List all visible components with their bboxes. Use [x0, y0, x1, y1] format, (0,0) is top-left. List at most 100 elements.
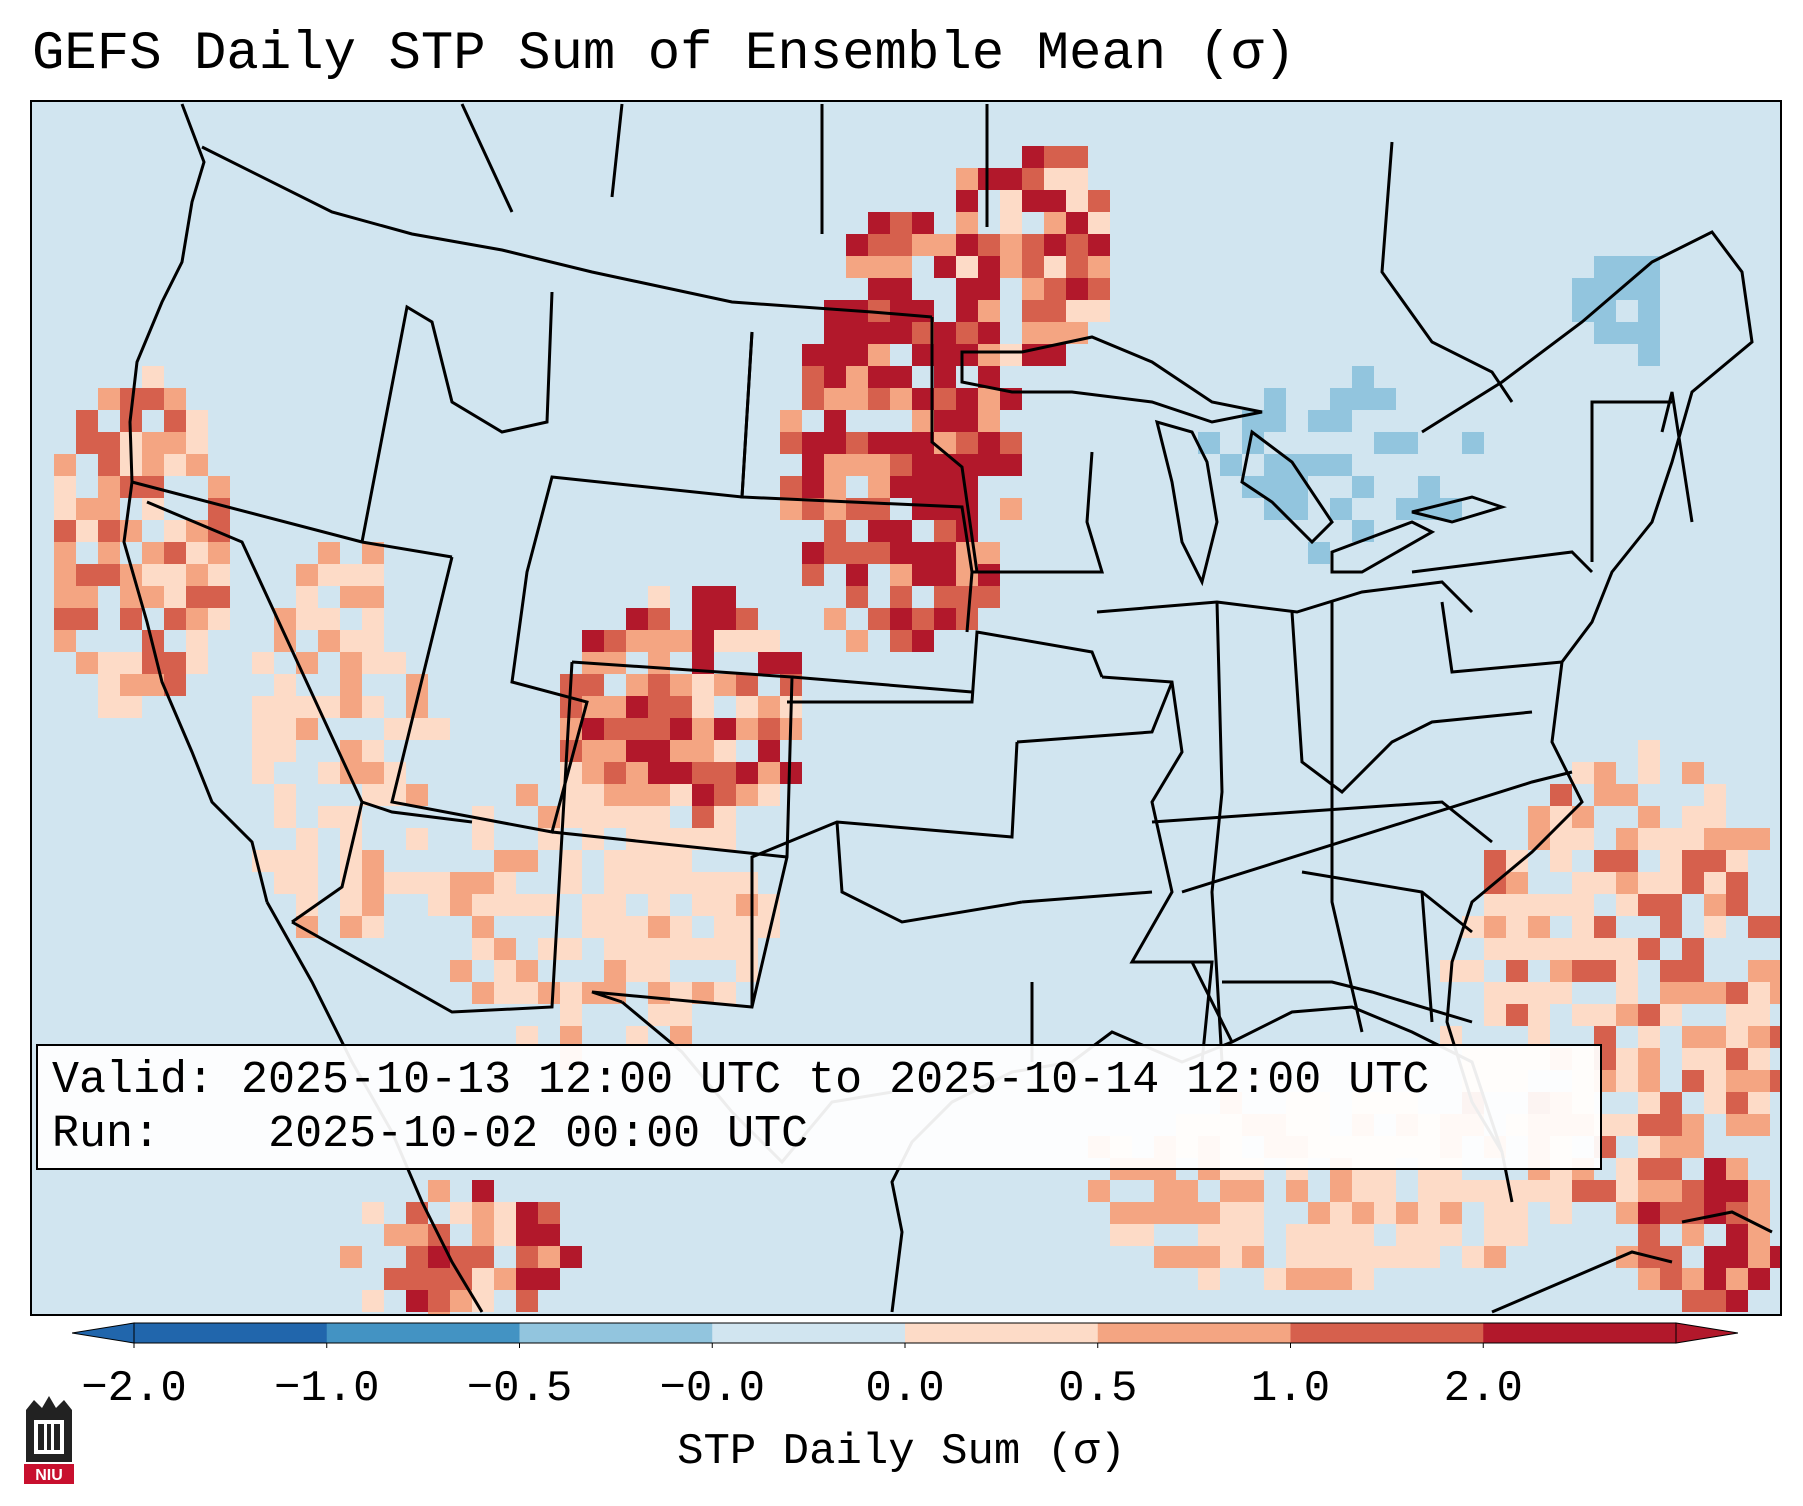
anomaly-cell — [274, 674, 296, 696]
anomaly-cell — [1704, 1048, 1726, 1070]
anomaly-cell — [1704, 982, 1726, 1004]
anomaly-cell — [1682, 806, 1704, 828]
anomaly-cell — [472, 1202, 494, 1224]
anomaly-cell — [890, 300, 912, 322]
anomaly-cell — [1770, 1026, 1780, 1048]
anomaly-cell — [1726, 1246, 1748, 1268]
anomaly-cell — [384, 762, 406, 784]
anomaly-cell — [406, 696, 428, 718]
anomaly-cell — [868, 476, 890, 498]
anomaly-cell — [846, 630, 868, 652]
anomaly-cell — [1044, 212, 1066, 234]
colorbar-tick-label: −0.0 — [659, 1364, 766, 1414]
anomaly-cell — [846, 432, 868, 454]
anomaly-cell — [670, 850, 692, 872]
anomaly-cell — [1418, 1202, 1440, 1224]
colorbar-segment — [712, 1323, 906, 1343]
anomaly-cell — [428, 872, 450, 894]
anomaly-cell — [1066, 146, 1088, 168]
anomaly-cell — [1638, 740, 1660, 762]
anomaly-cell — [934, 322, 956, 344]
anomaly-cell — [54, 542, 76, 564]
anomaly-cell — [692, 608, 714, 630]
colorbar-extend-low — [71, 1322, 135, 1344]
anomaly-cell — [164, 674, 186, 696]
logo-text: NIU — [35, 1467, 63, 1484]
anomaly-cell — [714, 828, 736, 850]
anomaly-cell — [1638, 344, 1660, 366]
anomaly-cell — [1462, 1246, 1484, 1268]
anomaly-cell — [1000, 256, 1022, 278]
anomaly-cell — [362, 872, 384, 894]
anomaly-cell — [648, 938, 670, 960]
anomaly-cell — [692, 762, 714, 784]
anomaly-cell — [340, 564, 362, 586]
anomaly-cell — [1484, 894, 1506, 916]
anomaly-cell — [714, 916, 736, 938]
anomaly-cell — [1704, 1268, 1726, 1290]
anomaly-cell — [1682, 938, 1704, 960]
anomaly-cell — [736, 960, 758, 982]
anomaly-cell — [758, 916, 780, 938]
anomaly-cell — [648, 982, 670, 1004]
anomaly-cell — [296, 850, 318, 872]
anomaly-cell — [978, 410, 1000, 432]
anomaly-cell — [1088, 278, 1110, 300]
anomaly-cell — [1638, 1070, 1660, 1092]
anomaly-cell — [956, 410, 978, 432]
anomaly-cell — [1286, 1224, 1308, 1246]
anomaly-cell — [1660, 960, 1682, 982]
anomaly-cell — [560, 1004, 582, 1026]
anomaly-cell — [538, 1224, 560, 1246]
anomaly-cell — [1176, 1246, 1198, 1268]
anomaly-cell — [1638, 1180, 1660, 1202]
anomaly-cell — [1638, 1114, 1660, 1136]
anomaly-cell — [1506, 1224, 1528, 1246]
anomaly-cell — [494, 850, 516, 872]
anomaly-cell — [1000, 498, 1022, 520]
anomaly-cell — [978, 300, 1000, 322]
anomaly-cell — [340, 696, 362, 718]
anomaly-cell — [1352, 1180, 1374, 1202]
anomaly-cell — [208, 564, 230, 586]
anomaly-cell — [1440, 1224, 1462, 1246]
anomaly-cell — [758, 696, 780, 718]
anomaly-cell — [76, 564, 98, 586]
anomaly-cell — [626, 674, 648, 696]
anomaly-cell — [736, 696, 758, 718]
anomaly-cell — [1682, 1026, 1704, 1048]
anomaly-cell — [1506, 1004, 1528, 1026]
anomaly-cell — [780, 432, 802, 454]
anomaly-cell — [1682, 1224, 1704, 1246]
anomaly-cell — [1704, 1202, 1726, 1224]
anomaly-cell — [428, 1180, 450, 1202]
anomaly-cell — [1550, 806, 1572, 828]
anomaly-cell — [494, 1224, 516, 1246]
anomaly-cell — [1616, 894, 1638, 916]
anomaly-cell — [758, 630, 780, 652]
anomaly-cell — [1704, 1092, 1726, 1114]
anomaly-cell — [1286, 498, 1308, 520]
anomaly-cell — [1088, 1180, 1110, 1202]
anomaly-cell — [1748, 916, 1770, 938]
anomaly-cell — [494, 872, 516, 894]
anomaly-cell — [98, 674, 120, 696]
anomaly-cell — [824, 410, 846, 432]
anomaly-cell — [516, 1290, 538, 1312]
anomaly-cell — [912, 498, 934, 520]
anomaly-cell — [208, 542, 230, 564]
run-label: Run: — [52, 1109, 161, 1160]
anomaly-cell — [1484, 850, 1506, 872]
anomaly-cell — [450, 1246, 472, 1268]
anomaly-cell — [846, 256, 868, 278]
anomaly-cell — [1726, 1070, 1748, 1092]
anomaly-cell — [1000, 168, 1022, 190]
anomaly-cell — [758, 652, 780, 674]
anomaly-cell — [890, 366, 912, 388]
colorbar-segment — [134, 1323, 328, 1343]
anomaly-cell — [340, 894, 362, 916]
anomaly-cell — [1594, 256, 1616, 278]
anomaly-cell — [1726, 872, 1748, 894]
anomaly-cell — [1748, 1048, 1770, 1070]
anomaly-cell — [560, 718, 582, 740]
